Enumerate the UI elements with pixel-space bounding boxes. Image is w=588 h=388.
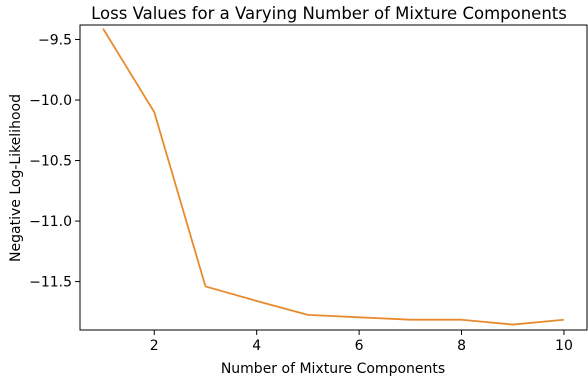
y-tick-label: −10.0 bbox=[29, 93, 72, 109]
chart-title: Loss Values for a Varying Number of Mixt… bbox=[91, 4, 567, 23]
series-layer bbox=[102, 28, 565, 326]
y-tick-label: −11.0 bbox=[29, 214, 72, 230]
x-tick-label: 6 bbox=[355, 338, 364, 354]
y-tick-label: −9.5 bbox=[38, 33, 72, 49]
x-tick-label: 10 bbox=[555, 338, 573, 354]
x-tick-label: 8 bbox=[457, 338, 466, 354]
x-tick-label: 2 bbox=[150, 338, 159, 354]
y-axis: −9.5 −10.0 −10.5 −11.0 −11.5 bbox=[29, 33, 80, 291]
x-axis-label: Number of Mixture Components bbox=[221, 361, 445, 377]
y-tick-label: −11.5 bbox=[29, 275, 72, 291]
y-tick-label: −10.5 bbox=[29, 154, 72, 170]
y-axis-label: Negative Log-Likelihood bbox=[8, 94, 24, 262]
x-tick-label: 4 bbox=[252, 338, 261, 354]
x-axis: 2 4 6 8 10 bbox=[150, 330, 573, 354]
plot-area bbox=[79, 24, 588, 331]
axes-frame bbox=[79, 24, 588, 331]
loss-series-line bbox=[102, 28, 565, 326]
